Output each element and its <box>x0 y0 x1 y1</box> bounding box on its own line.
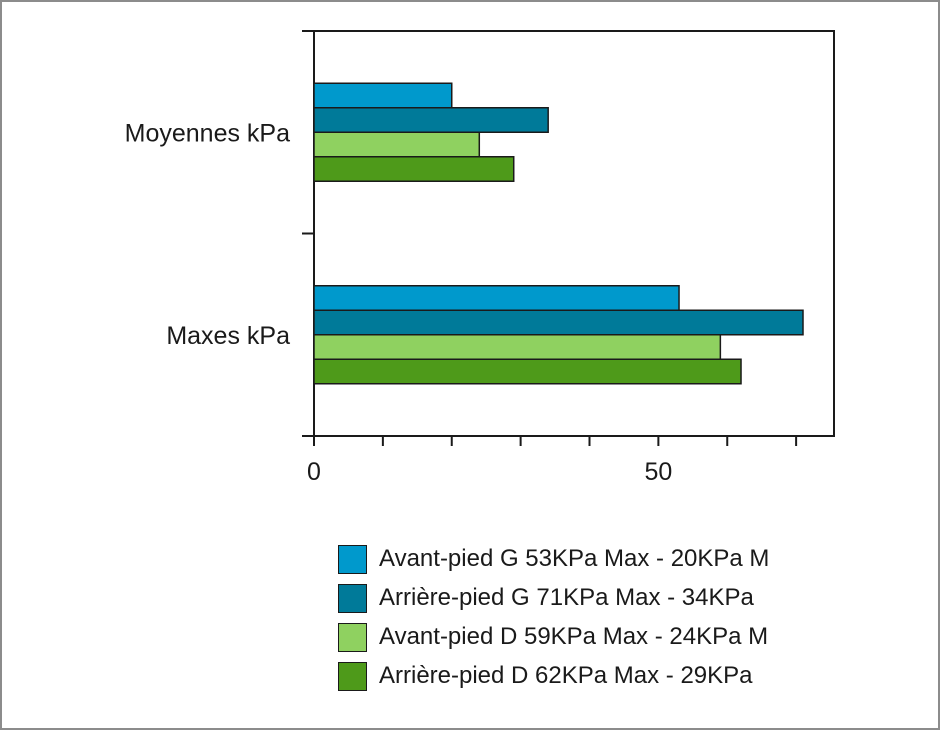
chart-axes <box>302 30 835 446</box>
legend-swatch <box>338 661 367 691</box>
legend-swatch <box>338 544 367 574</box>
legend-label: Arrière-pied G 71KPa Max - 34KPa <box>379 584 754 611</box>
bar <box>313 334 722 360</box>
legend-swatch <box>338 583 367 613</box>
bar <box>313 82 453 109</box>
legend-label: Arrière-pied D 62KPa Max - 29KPa <box>379 662 753 689</box>
legend-item: Arrière-pied D 62KPa Max - 29KPa <box>338 659 814 693</box>
bar <box>313 358 742 385</box>
legend-label: Avant-pied D 59KPa Max - 24KPa M <box>379 623 769 650</box>
legend-item: Avant-pied D 59KPa Max - 24KPa M <box>338 620 814 654</box>
y-category-label: Maxes kPa <box>166 322 290 350</box>
bar <box>313 156 515 182</box>
chart-labels: 0 50 Moyennes kPa Maxes kPa <box>125 119 673 486</box>
legend-swatch <box>338 622 367 652</box>
legend-label: Avant-pied G 53KPa Max - 20KPa M <box>379 545 770 572</box>
bar <box>313 107 549 133</box>
y-category-label: Moyennes kPa <box>125 119 290 147</box>
chart-legend: Avant-pied G 53KPa Max - 20KPa M Arrière-… <box>338 542 814 702</box>
legend-item: Arrière-pied G 71KPa Max - 34KPa <box>338 581 814 615</box>
bar <box>313 131 481 158</box>
x-tick-label: 50 <box>644 458 672 486</box>
bar <box>313 309 804 336</box>
x-tick-label: 0 <box>307 458 321 486</box>
legend-item: Avant-pied G 53KPa Max - 20KPa M <box>338 542 814 576</box>
bar <box>313 285 680 311</box>
chart-bars <box>313 82 804 385</box>
